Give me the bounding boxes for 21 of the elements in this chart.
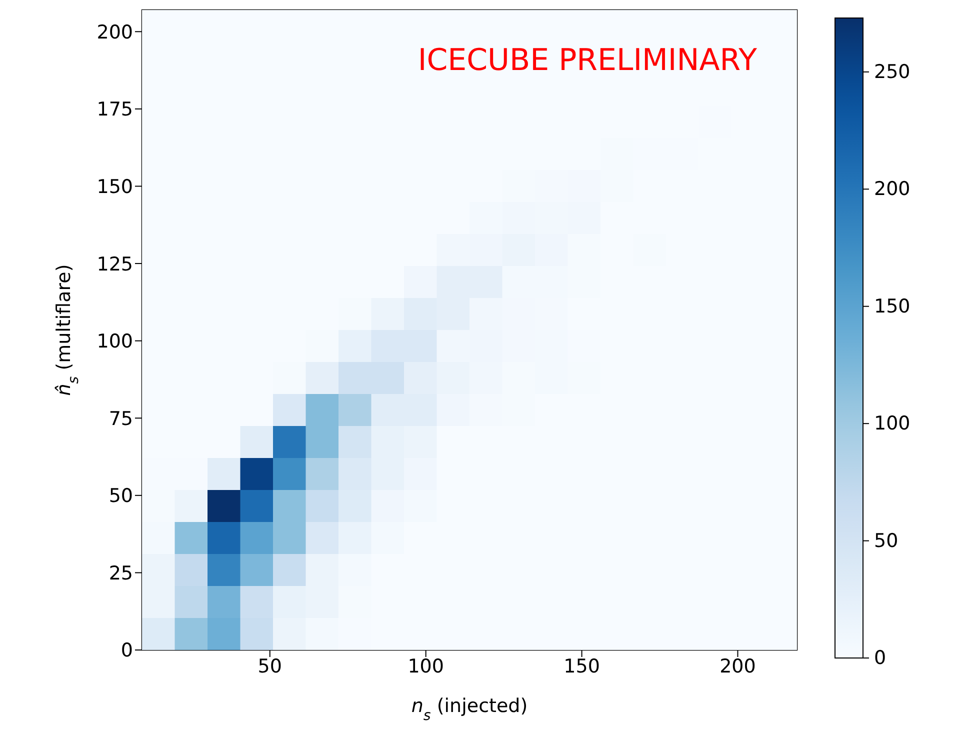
color-bar-label: 0	[874, 647, 886, 669]
color-bar-label: 200	[874, 178, 910, 200]
color-bar-label: 150	[874, 295, 910, 318]
x-tick-label: 100	[408, 655, 444, 678]
y-tick-label: 150	[96, 176, 133, 198]
x-tick-label: 200	[720, 655, 756, 678]
y-tick-label: 200	[96, 21, 133, 44]
color-bar-label: 250	[874, 60, 910, 83]
color-bar-label: 100	[874, 412, 910, 435]
annotation: ICECUBE PRELIMINARY	[418, 43, 758, 78]
y-tick-label: 175	[96, 98, 133, 121]
x-tick-label: 150	[564, 655, 600, 678]
y-tick-label: 75	[108, 408, 133, 430]
y-tick-label: 100	[96, 330, 133, 353]
x-tick-label: 50	[258, 655, 282, 678]
y-tick-label: 0	[120, 640, 133, 662]
color-bar-label: 50	[874, 530, 898, 552]
y-tick-label: 125	[96, 253, 133, 276]
y-tick-label: 50	[108, 485, 133, 508]
y-tick-label: 25	[108, 562, 133, 584]
x-axis-title: n$_{s}$ (injected)	[411, 695, 528, 724]
